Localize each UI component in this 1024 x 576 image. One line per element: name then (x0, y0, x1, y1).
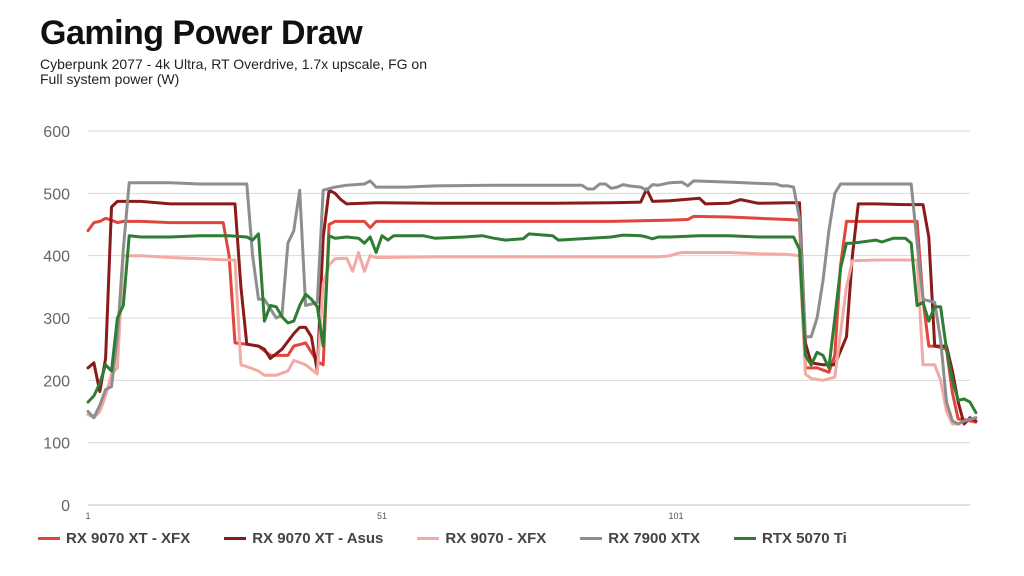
y-tick-label: 500 (43, 186, 70, 203)
series-line-3 (86, 179, 978, 426)
legend-item: RX 9070 - XFX (417, 530, 546, 547)
legend-item: RX 9070 XT - XFX (38, 530, 190, 547)
legend-swatch (38, 537, 60, 540)
y-tick-label: 100 (43, 436, 70, 453)
legend-swatch (224, 537, 247, 540)
legend-item: RTX 5070 Ti (734, 530, 847, 547)
legend-label: RTX 5070 Ti (762, 530, 847, 547)
series-line-2 (86, 251, 978, 426)
legend-label: RX 9070 - XFX (445, 530, 547, 547)
series-line-1 (86, 187, 978, 426)
legend-swatch (734, 537, 756, 540)
x-tick-label: 1 (85, 511, 90, 521)
chart-subtitle: Cyberpunk 2077 - 4k Ultra, RT Overdrive,… (40, 57, 427, 87)
y-tick-label: 400 (43, 249, 70, 266)
x-tick-label: 101 (668, 511, 683, 521)
legend: RX 9070 XT - XFX RX 9070 XT - Asus RX 9070… (38, 530, 881, 547)
series-line-4 (86, 232, 978, 415)
legend-swatch (417, 537, 440, 540)
subtitle-line-2: Full system power (W) (40, 71, 180, 87)
legend-label: RX 9070 XT - Asus (252, 530, 384, 547)
legend-item: RX 9070 XT - Asus (224, 530, 383, 547)
legend-label: RX 9070 XT - XFX (66, 530, 191, 547)
y-tick-label: 600 (43, 124, 70, 141)
subtitle-line-1: Cyberpunk 2077 - 4k Ultra, RT Overdrive,… (40, 56, 427, 72)
series-line-0 (86, 214, 978, 424)
y-tick-label: 300 (43, 311, 70, 328)
y-tick-label: 0 (61, 498, 70, 515)
legend-label: RX 7900 XTX (608, 530, 700, 547)
y-tick-label: 200 (43, 373, 70, 390)
x-tick-label: 51 (377, 511, 387, 521)
legend-item: RX 7900 XTX (580, 530, 700, 547)
chart-title: Gaming Power Draw (40, 14, 363, 52)
legend-swatch (580, 537, 603, 540)
